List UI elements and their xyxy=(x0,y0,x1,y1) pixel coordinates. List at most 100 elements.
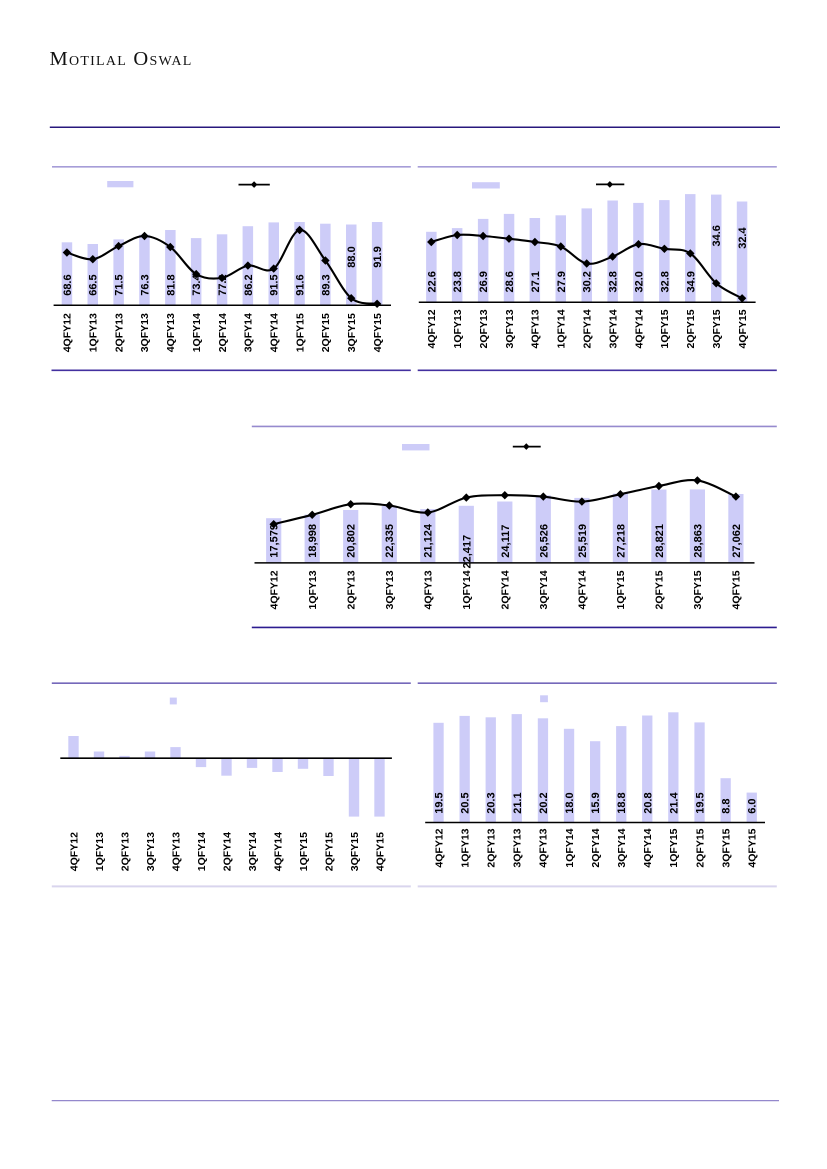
svg-text:32.0: 32.0 xyxy=(634,271,646,292)
svg-text:2QFY15: 2QFY15 xyxy=(694,828,706,867)
svg-text:89.3: 89.3 xyxy=(320,274,332,295)
svg-text:32.8: 32.8 xyxy=(608,271,620,292)
svg-text:32.8: 32.8 xyxy=(659,271,671,292)
svg-text:91.5: 91.5 xyxy=(269,274,281,295)
svg-text:3QFY15: 3QFY15 xyxy=(720,828,732,867)
svg-text:27,218: 27,218 xyxy=(615,524,627,558)
svg-text:76.3: 76.3 xyxy=(139,274,151,295)
svg-text:26,526: 26,526 xyxy=(538,524,550,558)
svg-text:4QFY13: 4QFY13 xyxy=(165,313,177,352)
svg-text:1QFY14: 1QFY14 xyxy=(196,832,208,871)
svg-text:81.8: 81.8 xyxy=(165,274,177,295)
svg-text:1QFY15: 1QFY15 xyxy=(298,832,310,871)
svg-text:1QFY13: 1QFY13 xyxy=(452,309,464,348)
svg-text:4QFY12: 4QFY12 xyxy=(62,313,74,352)
svg-text:88.0: 88.0 xyxy=(346,246,358,267)
svg-text:1QFY15: 1QFY15 xyxy=(294,313,306,352)
svg-text:2QFY13: 2QFY13 xyxy=(119,832,131,871)
svg-text:4QFY15: 4QFY15 xyxy=(737,309,749,348)
svg-text:1QFY13: 1QFY13 xyxy=(88,313,100,352)
svg-text:86.2: 86.2 xyxy=(243,274,255,295)
svg-text:4QFY14: 4QFY14 xyxy=(272,832,284,871)
svg-text:1QFY15: 1QFY15 xyxy=(668,828,680,867)
svg-text:4QFY14: 4QFY14 xyxy=(633,309,645,348)
svg-text:4QFY15: 4QFY15 xyxy=(731,570,743,609)
svg-text:1QFY14: 1QFY14 xyxy=(556,309,568,348)
svg-text:3QFY14: 3QFY14 xyxy=(607,309,619,348)
svg-text:25,519: 25,519 xyxy=(577,524,589,558)
svg-text:30.2: 30.2 xyxy=(582,271,594,292)
svg-text:26.9: 26.9 xyxy=(478,271,490,292)
svg-text:2QFY13: 2QFY13 xyxy=(113,313,125,352)
svg-text:2QFY15: 2QFY15 xyxy=(654,570,666,609)
svg-text:3QFY15: 3QFY15 xyxy=(349,832,361,871)
svg-text:18.0: 18.0 xyxy=(564,792,576,813)
svg-text:24,117: 24,117 xyxy=(500,525,512,558)
svg-text:2QFY15: 2QFY15 xyxy=(323,832,335,871)
svg-text:73.4: 73.4 xyxy=(191,274,203,296)
svg-text:20.8: 20.8 xyxy=(642,792,654,813)
svg-text:4QFY12: 4QFY12 xyxy=(426,309,438,348)
svg-text:17,579: 17,579 xyxy=(269,524,281,558)
svg-text:2QFY14: 2QFY14 xyxy=(590,828,602,867)
svg-text:21.1: 21.1 xyxy=(512,792,524,813)
svg-text:34.9: 34.9 xyxy=(685,271,697,292)
svg-text:27.1: 27.1 xyxy=(530,271,542,292)
svg-text:3QFY15: 3QFY15 xyxy=(692,570,704,609)
svg-text:22.6: 22.6 xyxy=(426,271,438,292)
svg-text:2QFY15: 2QFY15 xyxy=(685,309,697,348)
svg-text:21.4: 21.4 xyxy=(668,792,680,814)
svg-text:1QFY13: 1QFY13 xyxy=(94,832,106,871)
svg-text:27.9: 27.9 xyxy=(556,271,568,292)
svg-text:21,124: 21,124 xyxy=(423,523,435,558)
svg-text:4QFY13: 4QFY13 xyxy=(423,570,435,609)
svg-text:32.4: 32.4 xyxy=(737,227,749,249)
svg-text:18.8: 18.8 xyxy=(616,792,628,813)
svg-text:20,802: 20,802 xyxy=(346,524,358,558)
svg-text:2QFY15: 2QFY15 xyxy=(320,313,332,352)
svg-text:3QFY15: 3QFY15 xyxy=(346,313,358,352)
svg-text:4QFY13: 4QFY13 xyxy=(170,832,182,871)
svg-text:28.6: 28.6 xyxy=(504,271,516,292)
svg-text:3QFY13: 3QFY13 xyxy=(139,313,151,352)
svg-text:4QFY12: 4QFY12 xyxy=(433,828,445,867)
svg-text:4QFY14: 4QFY14 xyxy=(269,313,281,352)
svg-text:28,863: 28,863 xyxy=(692,524,704,558)
svg-text:1QFY14: 1QFY14 xyxy=(564,828,576,867)
svg-text:4QFY15: 4QFY15 xyxy=(372,313,384,352)
svg-text:1QFY14: 1QFY14 xyxy=(461,570,473,609)
svg-text:15.9: 15.9 xyxy=(590,792,602,813)
svg-text:4QFY13: 4QFY13 xyxy=(538,828,550,867)
svg-text:3QFY13: 3QFY13 xyxy=(145,832,157,871)
svg-text:4QFY12: 4QFY12 xyxy=(68,832,80,871)
svg-text:2QFY14: 2QFY14 xyxy=(217,313,229,352)
svg-text:4QFY12: 4QFY12 xyxy=(269,570,281,609)
svg-text:2QFY13: 2QFY13 xyxy=(478,309,490,348)
svg-text:4QFY14: 4QFY14 xyxy=(577,570,589,609)
svg-text:4QFY13: 4QFY13 xyxy=(530,309,542,348)
svg-text:2QFY14: 2QFY14 xyxy=(221,832,233,871)
svg-text:1QFY13: 1QFY13 xyxy=(459,828,471,867)
svg-text:1QFY15: 1QFY15 xyxy=(659,309,671,348)
svg-text:20.2: 20.2 xyxy=(538,792,550,813)
svg-text:66.5: 66.5 xyxy=(88,274,100,295)
svg-text:22,335: 22,335 xyxy=(384,524,396,558)
svg-text:27,062: 27,062 xyxy=(731,524,743,558)
svg-text:2QFY13: 2QFY13 xyxy=(486,828,498,867)
svg-text:1QFY13: 1QFY13 xyxy=(307,570,319,609)
svg-text:68.6: 68.6 xyxy=(62,274,74,295)
svg-text:3QFY13: 3QFY13 xyxy=(384,570,396,609)
svg-text:34.6: 34.6 xyxy=(711,225,723,246)
svg-text:3QFY14: 3QFY14 xyxy=(616,828,628,867)
svg-text:3QFY14: 3QFY14 xyxy=(243,313,255,352)
svg-text:3QFY13: 3QFY13 xyxy=(512,828,524,867)
svg-text:20.3: 20.3 xyxy=(486,792,498,813)
svg-text:6.0: 6.0 xyxy=(747,799,759,814)
svg-text:1QFY15: 1QFY15 xyxy=(615,570,627,609)
svg-text:71.5: 71.5 xyxy=(114,274,126,295)
svg-text:22,417: 22,417 xyxy=(461,535,473,569)
svg-text:1QFY14: 1QFY14 xyxy=(191,313,203,352)
svg-text:18,998: 18,998 xyxy=(307,524,319,558)
svg-text:4QFY15: 4QFY15 xyxy=(374,832,386,871)
svg-text:8.8: 8.8 xyxy=(721,799,733,814)
